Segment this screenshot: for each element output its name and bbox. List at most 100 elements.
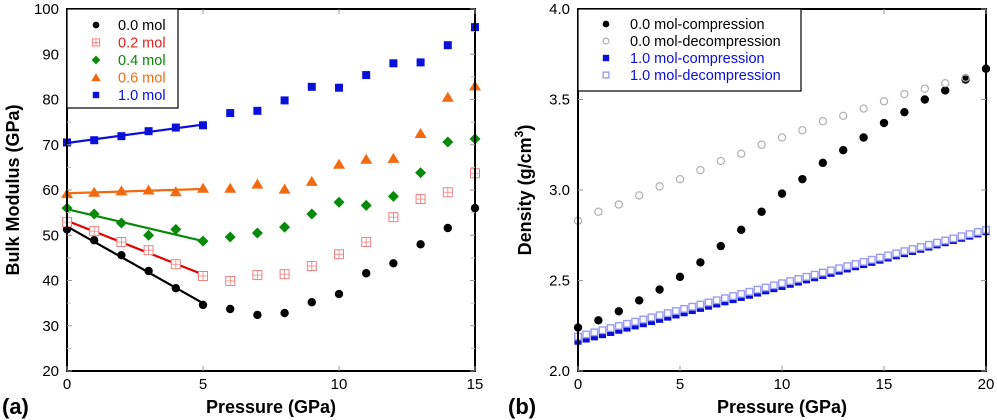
panel-a-series-0-0-mol-point <box>253 310 262 320</box>
panel-a-series-0-4-mol-point <box>170 223 182 235</box>
panel-a-y-tick-label: 80 <box>42 92 59 109</box>
panel-a-series-0-6-mol-point <box>441 91 454 102</box>
panel-b-y-tick-label: 2.0 <box>549 363 570 380</box>
panel-a-series-0-6-mol-point <box>142 184 155 195</box>
panel-b-series-1-0-mol-decompression-point <box>737 289 746 298</box>
panel-b-series-0-0-mol-compression-point <box>777 189 787 198</box>
panel-b-series-1-0-mol-compression-point <box>615 326 623 334</box>
panel-b-legend-box <box>577 8 802 92</box>
panel-a-series-0-0-mol <box>62 203 480 320</box>
panel-b-series-1-0-mol-decompression-point <box>892 249 901 258</box>
panel-b-series-0-0-mol-decompression-point <box>716 156 726 166</box>
panel-a-series-0-6-mol <box>61 80 481 199</box>
panel-b-series-0-0-mol-decompression <box>573 73 970 225</box>
panel-b-series-1-0-mol-compression-point <box>656 315 664 323</box>
panel-a-series-0-2-mol <box>62 168 480 286</box>
panel-a-series-0-4-mol-point <box>442 136 454 148</box>
panel-a-series-0-6-mol-point <box>169 186 182 197</box>
panel-a-y-tick-label: 30 <box>42 318 59 335</box>
panel-b-series-0-0-mol-decompression-point <box>920 84 930 93</box>
panel-a-series-0-6-mol-point <box>278 183 291 194</box>
panel-b-series-0-0-mol-compression-point <box>941 86 950 95</box>
panel-b-series-0-0-mol-decompression-point <box>941 79 950 88</box>
panel-b-series-0-0-mol-decompression-point <box>961 73 970 82</box>
panel-a-x-tick-label: 5 <box>199 376 207 393</box>
panel-a-series-0-6-mol-point <box>414 127 427 138</box>
panel-b-series-1-0-mol-decompression-point <box>884 251 893 260</box>
panel-a-y-tick-label: 90 <box>42 46 59 63</box>
panel-b-series-1-0-mol-compression-point <box>623 324 631 332</box>
panel-b-series-0-0-mol-decompression-point <box>737 149 746 158</box>
panel-a-series-0-0-mol-point <box>416 240 425 249</box>
panel-a-series-0-4-mol-point <box>306 208 318 220</box>
panel-a-series-1-0-mol-point <box>199 121 207 130</box>
panel-b-series-1-0-mol-decompression-point <box>720 294 729 303</box>
panel-b-x-tick-label: 0 <box>574 376 582 393</box>
panel-a-legend-marker-0-0-mol <box>92 21 100 29</box>
panel-a-series-1-0-mol-point <box>362 71 371 80</box>
panel-a-series-0-2-mol-point <box>388 212 399 223</box>
panel-a-series-0-0-mol-point <box>389 259 398 268</box>
panel-a-series-1-0-mol-point <box>280 96 289 105</box>
panel-b-series-1-0-mol-decompression-point <box>590 328 599 337</box>
panel-a-x-axis-title: Pressure (GPa) <box>206 397 336 417</box>
panel-a-legend-marker-0-4-mol <box>91 55 101 65</box>
panel-a-series-1-0-mol-point <box>171 123 180 132</box>
panel-a-series-1-0-mol-point <box>416 58 425 67</box>
panel-a-series-0-4-mol-point <box>224 231 236 243</box>
panel-b-y-tick-label: 4.0 <box>549 1 570 18</box>
panel-a-legend-label-0-4-mol: 0.4 mol <box>118 53 166 69</box>
panel-b-legend-label-1-0-mol-decompression: 1.0 mol-decompression <box>630 68 781 84</box>
panel-b-series-1-0-mol-decompression-point <box>696 300 705 309</box>
panel-b-legend-marker-1-0-mol-compression <box>602 54 610 62</box>
panel-a-legend-label-0-0-mol: 0.0 mol <box>118 18 166 34</box>
panel-b-series-1-0-mol-compression-point <box>607 328 615 336</box>
panel-b-series-0-0-mol-compression-point <box>920 95 929 104</box>
panel-a-legend-box <box>66 8 179 109</box>
panel-a-series-0-2-mol-point <box>415 194 426 205</box>
panel-a-series-0-6-mol-point <box>197 182 209 193</box>
panel-b-x-tick-label: 5 <box>676 376 684 393</box>
panel-b-legend-marker-0-0-mol-compression <box>602 20 610 28</box>
panel-a-legend-marker-0-6-mol <box>91 73 101 82</box>
panel-b-label: (b) <box>508 394 536 419</box>
panel-b-series-1-0-mol-decompression-point <box>957 232 966 241</box>
panel-b-series-0-0-mol-compression <box>573 64 991 332</box>
panel-a-series-0-6-mol-point <box>387 152 400 163</box>
panel-b-series-1-0-mol-decompression-point <box>916 242 925 251</box>
panel-b-series-0-0-mol-compression-point <box>798 174 807 184</box>
panel-b-legend-label-1-0-mol-compression: 1.0 mol-compression <box>630 51 765 67</box>
panel-b-series-0-0-mol-decompression-point <box>696 165 705 175</box>
panel-b-series-0-0-mol-compression-point <box>594 316 603 325</box>
panel-a-series-0-0-mol-point <box>334 289 344 299</box>
panel-a-series-1-0-mol-point <box>335 83 343 92</box>
panel-a-series-0-4-mol-point <box>88 208 100 220</box>
panel-b-series-1-0-mol-decompression-point <box>688 302 697 311</box>
panel-b-y-tick-label: 2.5 <box>549 273 570 290</box>
panel-b-series-1-0-mol-decompression-point <box>941 236 950 245</box>
panel-b-series-1-0-mol-decompression-point <box>859 257 868 266</box>
panel-a-series-0-4-mol-point <box>197 235 209 247</box>
panel-a-series-0-2-mol-point <box>334 249 344 260</box>
panel-b-series-0-0-mol-compression-point <box>614 307 623 316</box>
panel-a-series-0-4-mol-fit-line <box>66 208 204 243</box>
panel-a-series-1-0-mol <box>63 23 479 147</box>
panel-a-series-0-4-mol <box>61 133 481 247</box>
panel-a-series-0-2-mol-point <box>116 237 127 248</box>
panel-a-series-1-0-mol-point <box>90 136 99 145</box>
panel-b-series-0-0-mol-decompression-point <box>798 126 807 135</box>
panel-a-series-0-6-mol-point <box>251 178 264 189</box>
panel-b-series-1-0-mol-decompression-point <box>835 264 844 273</box>
panel-b-series-0-0-mol-decompression-point <box>675 174 685 184</box>
panel-b-series-1-0-mol-compression-point <box>590 333 598 341</box>
panel-b-series-1-0-mol-compression-point <box>631 322 639 330</box>
panel-b-series-1-0-mol-decompression-point <box>924 240 933 249</box>
panel-a-series-1-0-mol-point <box>253 106 262 115</box>
panel-a-y-tick-label: 60 <box>42 182 59 199</box>
panel-b-series-0-0-mol-compression-point <box>900 107 909 117</box>
panel-a-label: (a) <box>2 394 29 419</box>
panel-a-series-0-6-mol-point <box>88 186 101 197</box>
panel-b-y-tick-label: 3.5 <box>549 92 570 109</box>
panel-b-series-1-0-mol-decompression-point <box>875 253 884 262</box>
